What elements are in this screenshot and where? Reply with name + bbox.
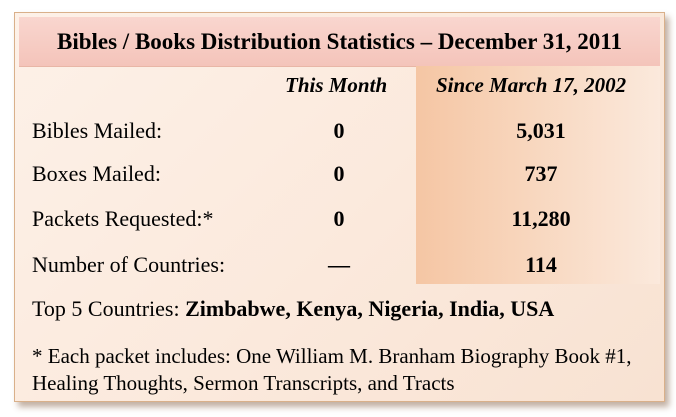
row-since-value: 114 — [525, 252, 557, 277]
table-row: Boxes Mailed: 0 737 — [15, 161, 664, 191]
row-label: Number of Countries: — [32, 252, 226, 277]
footnote: * Each packet includes: One William M. B… — [32, 344, 632, 395]
row-this-month-value: — — [328, 252, 350, 277]
statistics-panel: Bibles / Books Distribution Statistics –… — [14, 12, 665, 402]
row-this-month-value: 0 — [333, 161, 345, 186]
page-title: Bibles / Books Distribution Statistics –… — [56, 28, 622, 54]
top-countries-line: Top 5 Countries: Zimbabwe, Kenya, Nigeri… — [32, 296, 554, 322]
row-label: Bibles Mailed: — [32, 118, 163, 143]
title-bar: Bibles / Books Distribution Statistics –… — [19, 17, 660, 67]
table-row: Packets Requested:* 0 11,280 — [15, 206, 664, 236]
row-since-value: 5,031 — [516, 118, 566, 143]
row-label: Packets Requested:* — [32, 206, 214, 231]
row-since-value: 737 — [524, 161, 558, 186]
since-column-highlight — [416, 66, 660, 284]
row-this-month-value: 0 — [333, 206, 345, 231]
top-countries-label: Top 5 Countries: — [32, 296, 180, 321]
top-countries-value: Zimbabwe, Kenya, Nigeria, India, USA — [185, 296, 555, 321]
column-header-this-month: This Month — [285, 73, 388, 97]
column-header-since: Since March 17, 2002 — [436, 73, 627, 97]
row-this-month-value: 0 — [333, 118, 345, 143]
table-row: Bibles Mailed: 0 5,031 — [15, 118, 664, 148]
row-label: Boxes Mailed: — [32, 161, 161, 186]
table-row: Number of Countries: — 114 — [15, 252, 664, 282]
row-since-value: 11,280 — [511, 206, 571, 231]
